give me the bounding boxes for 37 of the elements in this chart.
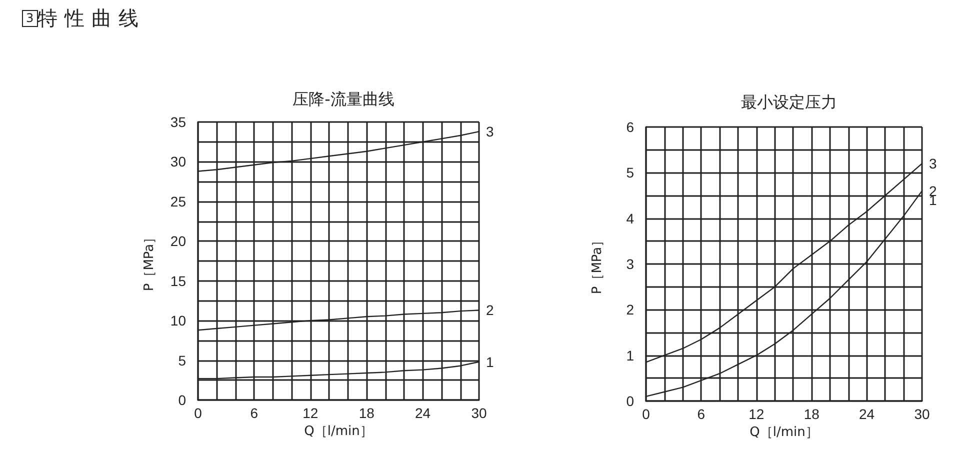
- chart-title: 压降-流量曲线: [292, 90, 394, 108]
- x-tick-label: 18: [804, 406, 820, 422]
- y-tick-label: 2: [626, 302, 634, 318]
- y-tick-label: 5: [626, 164, 634, 181]
- y-tick-label: 10: [170, 312, 186, 329]
- y-tick-label: 0: [626, 393, 634, 409]
- x-tick-label: 0: [194, 405, 202, 421]
- x-tick-label: 12: [748, 406, 764, 422]
- y-tick-label: 20: [170, 233, 186, 250]
- chart-title: 最小设定压力: [741, 92, 837, 112]
- y-tick-label: 5: [178, 352, 186, 368]
- y-tick-label: 3: [626, 256, 634, 272]
- x-tick-label: 30: [471, 405, 487, 421]
- series-label: 3: [486, 124, 494, 140]
- x-tick-label: 6: [250, 405, 258, 421]
- y-tick-label: 15: [170, 272, 186, 289]
- x-tick-label: 6: [697, 406, 706, 422]
- y-tick-label: 25: [170, 193, 186, 210]
- y-tick-label: 0: [178, 392, 186, 408]
- x-tick-label: 0: [642, 406, 650, 422]
- x-axis-title: Q［l/min］: [750, 424, 818, 440]
- y-axis-title: P［MPa］: [142, 230, 157, 292]
- y-tick-label: 4: [626, 210, 634, 226]
- x-tick-label: 12: [302, 405, 318, 421]
- y-tick-label: 35: [170, 114, 186, 130]
- x-axis-title: Q［l/min］: [304, 424, 373, 439]
- series-label: 2: [486, 302, 494, 318]
- y-tick-label: 6: [626, 119, 634, 135]
- series-label: 1: [486, 354, 494, 370]
- series-label: 3: [929, 156, 937, 172]
- y-tick-label: 30: [170, 154, 186, 170]
- y-axis-title: P［MPa］: [590, 234, 605, 294]
- y-tick-label: 1: [626, 347, 634, 364]
- x-tick-label: 18: [358, 405, 375, 421]
- x-tick-label: 24: [415, 405, 431, 421]
- x-tick-label: 24: [859, 406, 875, 422]
- x-tick-label: 30: [914, 406, 930, 422]
